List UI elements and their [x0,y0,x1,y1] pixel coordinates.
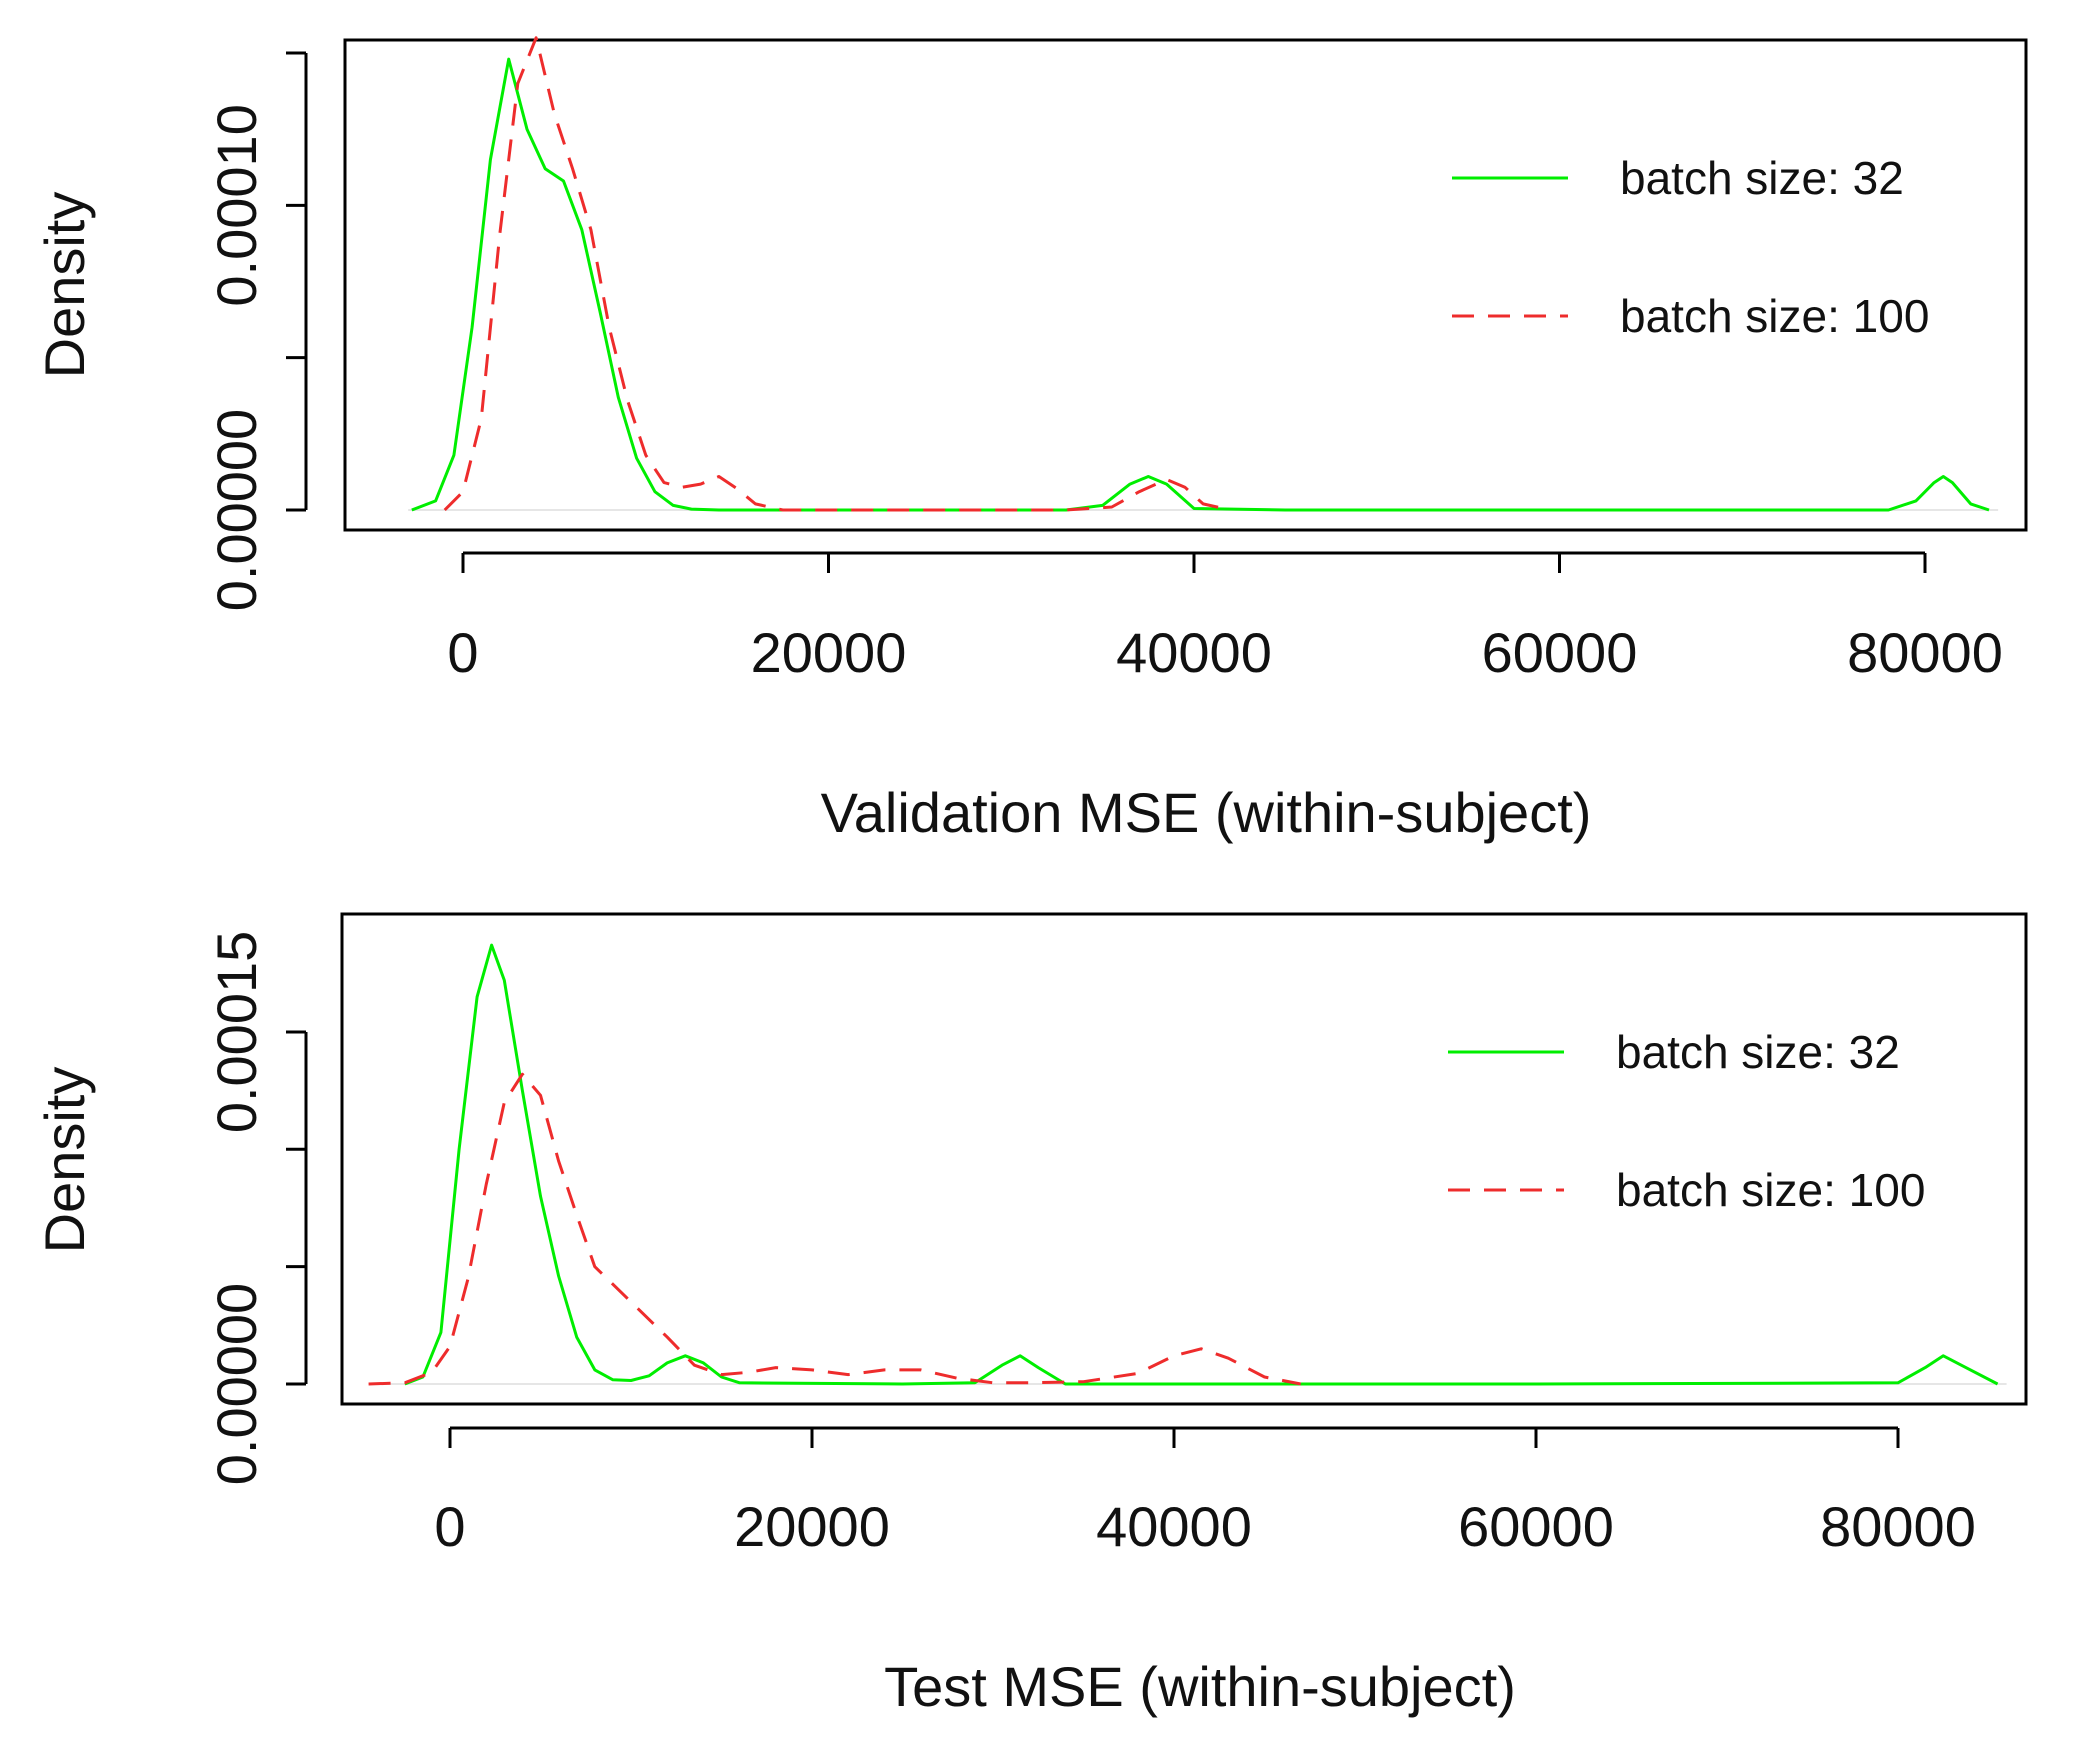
y-tick-label: 0.00000 [205,409,268,611]
legend: batch size: 32 batch size: 100 [1452,152,1929,342]
plot-frame [343,38,2028,532]
x-tick-label: 20000 [751,621,907,684]
legend: batch size: 32 batch size: 100 [1448,1026,1925,1216]
series-lines [368,943,1999,1386]
y-tick-label: 0.00010 [205,104,268,306]
legend-label-batch-100: batch size: 100 [1616,1164,1925,1216]
y-tick-label: 0.00015 [205,931,268,1133]
series-lines [411,36,1990,512]
series-line-batch-32 [404,943,1999,1386]
plot-frame [340,912,2028,1406]
x-tick-label: 0 [434,1495,465,1558]
x-axis: 0 20000 40000 60000 80000 [447,551,2003,684]
series-line-batch-100 [368,1072,1301,1386]
y-axis-title: Density [33,192,96,379]
x-tick-label: 60000 [1458,1495,1614,1558]
x-axis-title: Validation MSE (within-subject) [821,781,1592,844]
x-tick-label: 80000 [1820,1495,1976,1558]
y-axis: 0.00000 0.00010 [205,51,308,611]
legend-label-batch-32: batch size: 32 [1616,1026,1900,1078]
series-line-batch-100 [443,36,1231,512]
y-axis-title: Density [33,1067,96,1254]
x-axis: 0 20000 40000 60000 80000 [434,1426,1976,1558]
validation-density-plot: 0 20000 40000 60000 80000 0.00000 0.00010 bat… [33,36,2028,844]
legend-label-batch-32: batch size: 32 [1620,152,1904,204]
series-line-batch-32 [411,57,1990,512]
x-tick-label: 20000 [734,1495,890,1558]
x-tick-label: 80000 [1847,621,2003,684]
legend-label-batch-100: batch size: 100 [1620,290,1929,342]
y-axis: 0.00000 0.00015 [205,931,308,1485]
x-tick-label: 40000 [1096,1495,1252,1558]
x-tick-label: 0 [447,621,478,684]
x-tick-label: 40000 [1116,621,1272,684]
test-density-plot: 0 20000 40000 60000 80000 0.00000 0.00015 bat… [33,912,2028,1718]
y-tick-label: 0.00000 [205,1283,268,1485]
x-tick-label: 60000 [1482,621,1638,684]
x-axis-title: Test MSE (within-subject) [884,1655,1516,1718]
